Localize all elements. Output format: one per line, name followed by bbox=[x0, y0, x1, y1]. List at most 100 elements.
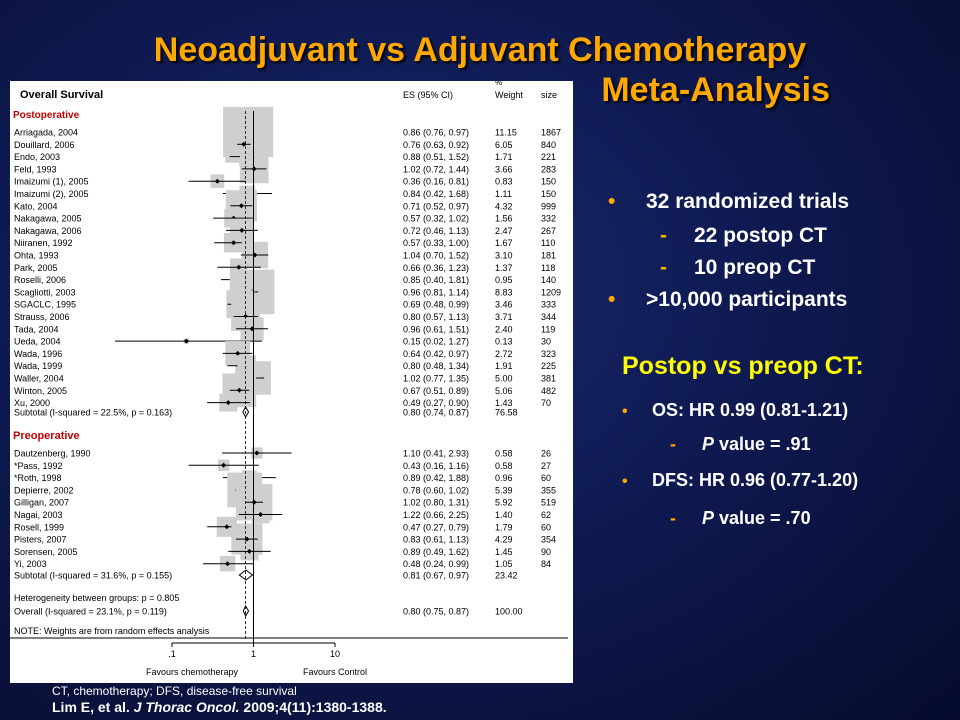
study-row-name: Pisters, 2007 bbox=[14, 535, 67, 545]
point-estimate bbox=[251, 499, 257, 505]
size-value: 355 bbox=[541, 485, 556, 495]
col-header-weight-pct: % bbox=[495, 81, 502, 87]
es-value: 1.02 (0.72, 1.44) bbox=[403, 164, 469, 174]
subtotal-post-label: Subtotal (I-squared = 22.5%, p = 0.163) bbox=[14, 408, 172, 418]
weight-value: 1.91 bbox=[495, 361, 513, 371]
favours-left-label: Favours chemotherapy bbox=[146, 667, 239, 677]
study-row-name: Park, 2005 bbox=[14, 263, 58, 273]
weight-value: 1.56 bbox=[495, 214, 513, 224]
es-value: 0.49 (0.27, 0.90) bbox=[403, 398, 469, 408]
point-estimate bbox=[254, 450, 260, 456]
es-value: 0.80 (0.57, 1.13) bbox=[403, 312, 469, 322]
weight-value: 1.37 bbox=[495, 263, 513, 273]
es-value: 0.96 (0.61, 1.51) bbox=[403, 324, 469, 334]
size-value: 70 bbox=[541, 398, 551, 408]
size-value: 1867 bbox=[541, 128, 561, 138]
size-value: 150 bbox=[541, 189, 556, 199]
sub-bullet-text: 10 preop CT bbox=[694, 256, 816, 279]
es-value: 0.84 (0.42, 1.68) bbox=[403, 189, 469, 199]
study-row-name: Arriagada, 2004 bbox=[14, 128, 78, 138]
study-row-name: Nakagawa, 2006 bbox=[14, 226, 82, 236]
size-value: 323 bbox=[541, 349, 556, 359]
point-estimate bbox=[236, 264, 242, 270]
citation-authors: Lim E, et al. bbox=[52, 699, 134, 715]
slide-title-line2: Meta-Analysis bbox=[601, 71, 830, 109]
study-row-name: Endo, 2003 bbox=[14, 152, 60, 162]
size-value: 332 bbox=[541, 214, 556, 224]
citation-rest: 2009;4(11):1380-1388. bbox=[239, 699, 387, 715]
note-text: NOTE: Weights are from random effects an… bbox=[14, 626, 210, 636]
weight-value: 0.95 bbox=[495, 275, 513, 285]
weight-value: 5.06 bbox=[495, 386, 513, 396]
study-row-name: Gilligan, 2007 bbox=[14, 498, 69, 508]
size-value: 118 bbox=[541, 263, 555, 273]
size-value: 267 bbox=[541, 226, 556, 236]
es-value: 0.36 (0.16, 0.81) bbox=[403, 177, 469, 187]
point-estimate bbox=[225, 561, 231, 567]
weight-value: 3.46 bbox=[495, 300, 513, 310]
study-row-name: Roselli, 2006 bbox=[14, 275, 66, 285]
study-row-name: Yi, 2003 bbox=[14, 559, 47, 569]
study-row-name: Wada, 1996 bbox=[14, 349, 62, 359]
study-row-name: Winton, 2005 bbox=[14, 386, 67, 396]
es-value: 0.89 (0.49, 1.62) bbox=[403, 547, 469, 557]
size-value: 344 bbox=[541, 312, 556, 322]
size-value: 840 bbox=[541, 140, 556, 150]
point-estimate bbox=[183, 338, 189, 344]
es-value: 1.02 (0.77, 1.35) bbox=[403, 374, 469, 384]
study-row-name: Niiranen, 1992 bbox=[14, 238, 73, 248]
weight-value: 23.42 bbox=[495, 571, 518, 581]
point-estimate bbox=[241, 141, 247, 147]
heterogeneity-text: Heterogeneity between groups: p = 0.805 bbox=[14, 593, 179, 603]
dfs-p-value: - P value = .70 bbox=[670, 508, 811, 529]
es-value: 0.78 (0.60, 1.02) bbox=[403, 485, 469, 495]
citation: Lim E, et al. J Thorac Oncol. 2009;4(11)… bbox=[52, 699, 387, 715]
size-value: 60 bbox=[541, 522, 551, 532]
os-p-text: value = .91 bbox=[714, 434, 811, 454]
es-value: 0.96 (0.81, 1.14) bbox=[403, 287, 469, 297]
es-value: 1.22 (0.66, 2.25) bbox=[403, 510, 469, 520]
es-value: 0.85 (0.40, 1.81) bbox=[403, 275, 469, 285]
study-row-name: Kato, 2004 bbox=[14, 201, 58, 211]
summary-diamond bbox=[238, 569, 254, 581]
study-row-name: Sorensen, 2005 bbox=[14, 547, 78, 557]
point-estimate bbox=[224, 524, 230, 530]
es-value: 0.86 (0.76, 0.97) bbox=[403, 128, 469, 138]
es-value: 0.76 (0.63, 0.92) bbox=[403, 140, 469, 150]
weight-value: 0.96 bbox=[495, 473, 513, 483]
weight-value: 4.32 bbox=[495, 201, 513, 211]
weight-value: 3.71 bbox=[495, 312, 513, 322]
weight-value: 100.00 bbox=[495, 607, 523, 617]
size-value: 62 bbox=[541, 510, 551, 520]
size-value: 283 bbox=[541, 164, 556, 174]
study-row-name: *Pass, 1992 bbox=[14, 461, 63, 471]
es-value: 0.80 (0.75, 0.87) bbox=[403, 607, 469, 617]
size-value: 90 bbox=[541, 547, 551, 557]
size-value: 181 bbox=[541, 251, 556, 261]
os-p-value: - P value = .91 bbox=[670, 434, 811, 455]
es-value: 0.83 (0.61, 1.13) bbox=[403, 535, 469, 545]
study-row-name: Ueda, 2004 bbox=[14, 337, 61, 347]
size-value: 519 bbox=[541, 498, 556, 508]
study-row-name: Dautzenberg, 1990 bbox=[14, 449, 91, 459]
favours-right-label: Favours Control bbox=[303, 667, 367, 677]
slide-title-line1: Neoadjuvant vs Adjuvant Chemotherapy bbox=[153, 31, 807, 69]
study-row-name: Scagliotti, 2003 bbox=[14, 287, 76, 297]
es-value: 0.69 (0.48, 0.99) bbox=[403, 300, 469, 310]
weight-value: 11.15 bbox=[495, 128, 517, 138]
size-value: 333 bbox=[541, 300, 556, 310]
os-p-label: P bbox=[702, 434, 715, 454]
study-row-name: Nagai, 2003 bbox=[14, 510, 63, 520]
study-row-name: SGACLC, 1995 bbox=[14, 300, 76, 310]
size-value: 84 bbox=[541, 559, 551, 569]
study-row-name: Douillard, 2006 bbox=[14, 140, 75, 150]
forest-plot: Overall Survival ES (95% CI)% Weight size Po… bbox=[10, 81, 573, 683]
dash-icon: - bbox=[670, 434, 676, 454]
bullet-dot-icon: • bbox=[622, 473, 628, 490]
point-estimate bbox=[221, 462, 227, 468]
dfs-text: DFS: HR 0.96 (0.77-1.20) bbox=[652, 470, 859, 490]
size-value: 1209 bbox=[541, 287, 561, 297]
point-estimate bbox=[231, 240, 237, 246]
weight-value: 8.83 bbox=[495, 287, 513, 297]
dash-icon: - bbox=[660, 224, 667, 247]
